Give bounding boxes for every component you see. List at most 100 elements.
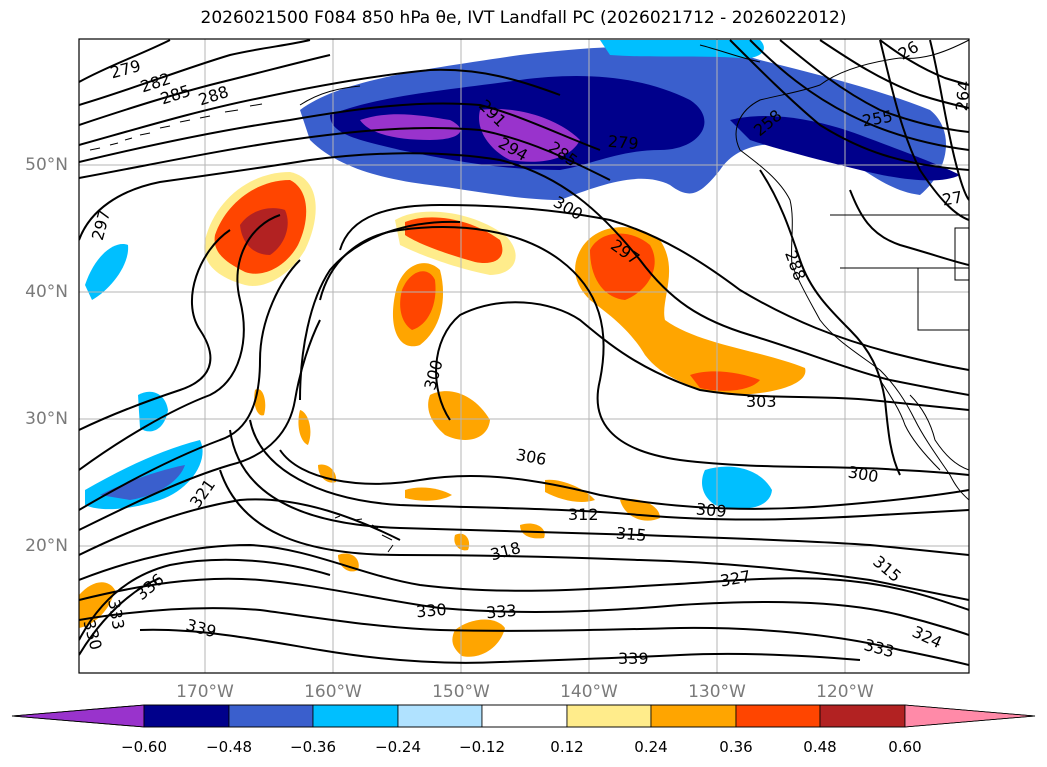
contour-label: 315 bbox=[615, 523, 647, 545]
contour-321 bbox=[79, 214, 301, 511]
ivt-positive-region-3-core bbox=[400, 271, 436, 330]
ivt-positive-region-5 bbox=[428, 391, 490, 440]
colorbar-outline bbox=[11, 704, 1036, 728]
contour-327 bbox=[79, 543, 969, 611]
contour-label: 279 bbox=[607, 132, 639, 154]
colorbar-tick-label: −0.24 bbox=[375, 738, 421, 756]
lon-label: 130°W bbox=[688, 682, 746, 702]
contour-label: 336 bbox=[132, 570, 168, 604]
grid-lines bbox=[79, 39, 969, 673]
contour-309 bbox=[279, 220, 969, 510]
colorbar-swatch bbox=[566, 704, 652, 728]
colorbar-tick-label: −0.48 bbox=[206, 738, 252, 756]
colorbar-tick-label: −0.36 bbox=[290, 738, 336, 756]
plot-frame bbox=[78, 38, 970, 674]
lon-label: 120°W bbox=[816, 682, 874, 702]
contour-291 bbox=[79, 102, 601, 163]
contour-303 bbox=[435, 301, 969, 421]
contour-north-coast bbox=[729, 39, 969, 171]
ivt-positive-region-7 bbox=[405, 487, 452, 501]
colorbar-tick-label: 0.12 bbox=[550, 738, 584, 756]
colorbar-swatch bbox=[650, 704, 737, 728]
contour-label: 300 bbox=[847, 462, 880, 486]
contour-inland-2 bbox=[849, 189, 969, 266]
colorbar-tick-label: −0.12 bbox=[459, 738, 505, 756]
contour-label: 333 bbox=[862, 635, 896, 661]
ivt-positive-region-4-core bbox=[590, 233, 760, 391]
coastline-baja bbox=[879, 379, 941, 471]
contour-288 bbox=[79, 68, 561, 146]
contour-330 bbox=[79, 577, 969, 636]
colorbar-swatch bbox=[735, 704, 821, 728]
colorbar-swatch bbox=[481, 704, 568, 728]
colorbar-tick-label: 0.24 bbox=[634, 738, 668, 756]
contour-318 bbox=[79, 229, 969, 601]
colorbar-extend-min bbox=[11, 704, 145, 728]
contour-inland-1 bbox=[879, 39, 969, 221]
colorbar-swatch bbox=[228, 704, 314, 728]
colorbar-tick-label: 0.36 bbox=[719, 738, 753, 756]
contour-label: 306 bbox=[515, 445, 548, 469]
colorbar-tick-label: −0.60 bbox=[121, 738, 167, 756]
ivt-positive-region-8 bbox=[452, 619, 505, 657]
coastlines bbox=[89, 39, 969, 553]
lon-label: 150°W bbox=[432, 682, 490, 702]
contour-label: 318 bbox=[488, 538, 522, 564]
ivt-negative-small-3 bbox=[702, 466, 772, 509]
contour-324 bbox=[79, 319, 401, 556]
colorbar-tick-label: 0.60 bbox=[888, 738, 922, 756]
contour-312 bbox=[249, 419, 969, 521]
contour-label: 264 bbox=[952, 80, 974, 112]
ivt-positive-region-6 bbox=[545, 479, 660, 521]
colorbar-swatch bbox=[143, 704, 230, 728]
contour-282 bbox=[79, 39, 311, 106]
contour-315 bbox=[229, 429, 969, 556]
contour-label: 288 bbox=[781, 248, 809, 283]
contour-306 bbox=[319, 226, 969, 476]
contour-339 bbox=[139, 628, 861, 664]
contour-label: 333 bbox=[104, 598, 128, 631]
contour-label: 297 bbox=[88, 208, 114, 242]
state-borders bbox=[830, 214, 969, 331]
contour-label: 312 bbox=[568, 505, 599, 524]
contour-label: 26 bbox=[895, 37, 922, 64]
contour-label: 303 bbox=[746, 392, 777, 411]
lon-label: 140°W bbox=[560, 682, 618, 702]
colorbar-extend-max bbox=[904, 704, 1036, 728]
contour-333 bbox=[79, 607, 969, 666]
contour-279-west bbox=[79, 39, 171, 83]
colorbar-swatch bbox=[819, 704, 906, 728]
contour-300-arc bbox=[339, 203, 969, 371]
theta-e-contours bbox=[79, 39, 969, 666]
aleutian-islands bbox=[89, 103, 263, 151]
contour-label: 300 bbox=[420, 358, 446, 392]
contour-300-east bbox=[759, 169, 901, 476]
hawaii-islands bbox=[334, 515, 394, 553]
contour-label: 339 bbox=[618, 649, 649, 668]
lon-label: 160°W bbox=[304, 682, 362, 702]
colorbar-swatch bbox=[397, 704, 483, 728]
map-title: 2026021500 F084 850 hPa θe, IVT Landfall… bbox=[200, 8, 847, 28]
lat-label: 50°N bbox=[25, 155, 68, 175]
coastline-north-america bbox=[735, 39, 969, 501]
ivt-negative-small-2 bbox=[138, 391, 168, 432]
lon-label: 170°W bbox=[176, 682, 234, 702]
colorbar bbox=[11, 704, 1036, 728]
lat-label: 30°N bbox=[25, 409, 68, 429]
contour-264-east bbox=[929, 39, 969, 201]
ivt-negative-light-rim bbox=[600, 40, 764, 59]
lat-label: 40°N bbox=[25, 282, 68, 302]
ivt-shading bbox=[79, 40, 960, 657]
ivt-positive-region-1-core bbox=[240, 208, 288, 255]
ivt-negative-west-band-core bbox=[100, 465, 185, 500]
colorbar-tick-label: 0.48 bbox=[803, 738, 837, 756]
contour-label: 327 bbox=[719, 567, 752, 591]
alaska-coast bbox=[299, 44, 761, 106]
contour-label: 339 bbox=[184, 615, 218, 641]
contour-294 bbox=[79, 127, 611, 181]
contour-285 bbox=[79, 54, 331, 126]
contour-label: 330 bbox=[415, 600, 447, 622]
lat-label: 20°N bbox=[25, 536, 68, 556]
contour-label: 27 bbox=[941, 187, 964, 209]
